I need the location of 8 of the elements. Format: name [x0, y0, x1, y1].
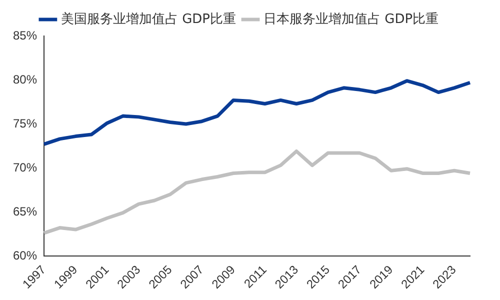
y-tick-label: 70% [12, 160, 38, 174]
y-tick-label: 65% [12, 204, 38, 218]
y-tick-label: 60% [12, 248, 38, 262]
legend-label: 美国服务业增加值占 GDP比重 [60, 10, 236, 27]
y-tick-label: 80% [12, 72, 38, 86]
y-tick-label: 75% [12, 116, 38, 130]
legend-label: 日本服务业增加值占 GDP比重 [264, 12, 439, 27]
y-tick-label: 85% [12, 28, 38, 42]
